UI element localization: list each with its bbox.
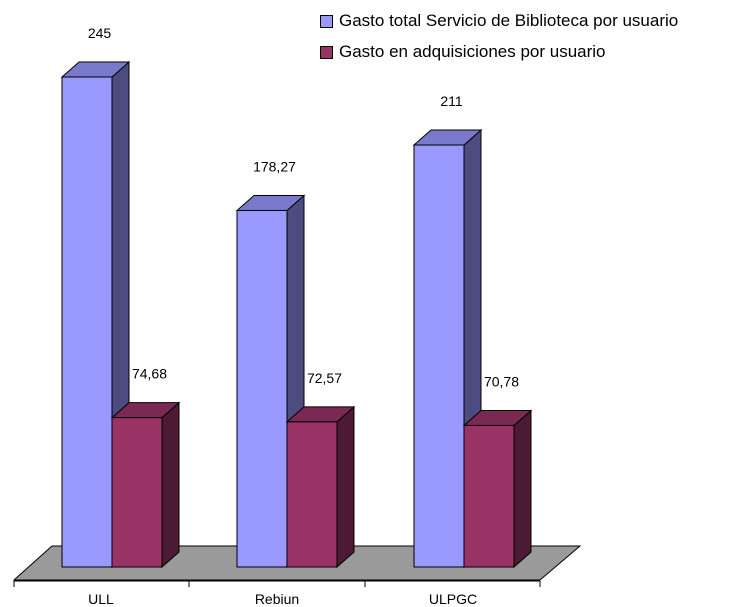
- legend-label: Gasto en adquisiciones por usuario: [339, 42, 606, 61]
- legend-swatch: [320, 45, 333, 59]
- x-tick-label: ULL: [88, 591, 114, 607]
- data-label: 178,27: [253, 158, 296, 174]
- x-tick-label: Rebiun: [255, 591, 299, 607]
- data-label: 74,68: [132, 366, 167, 382]
- bar-front-face: [61, 76, 113, 568]
- bar-front-face: [236, 209, 288, 568]
- bar-front-face: [413, 144, 465, 568]
- data-label: 211: [440, 93, 463, 109]
- x-tick-label: ULPGC: [429, 591, 477, 607]
- bars: [60, 60, 533, 569]
- bar: [462, 409, 533, 569]
- bar-front-face: [286, 421, 338, 568]
- legend-item-series-2: Gasto en adquisiciones por usuario: [320, 41, 678, 63]
- legend: Gasto total Servicio de Biblioteca por u…: [320, 10, 678, 72]
- bar-side-face: [513, 409, 532, 569]
- x-axis: ULL Rebiun ULPGC: [13, 580, 541, 607]
- legend-swatch: [320, 14, 333, 28]
- bar-front-face: [111, 417, 163, 568]
- data-label: 245: [88, 25, 112, 41]
- bar-side-face: [336, 405, 355, 569]
- bar: [110, 401, 181, 569]
- legend-label: Gasto total Servicio de Biblioteca por u…: [339, 11, 679, 30]
- data-label: 72,57: [307, 370, 342, 386]
- data-labels: 245 74,68 178,27 72,57 211 70,78: [88, 25, 519, 389]
- legend-item-series-1: Gasto total Servicio de Biblioteca por u…: [320, 10, 678, 32]
- data-label: 70,78: [484, 373, 519, 389]
- bar-front-face: [463, 424, 515, 568]
- bar: [285, 405, 356, 569]
- bar-side-face: [161, 401, 180, 569]
